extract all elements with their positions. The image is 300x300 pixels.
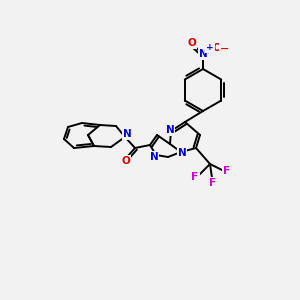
Text: −: − bbox=[220, 44, 230, 54]
Text: N: N bbox=[123, 129, 131, 139]
Text: N: N bbox=[166, 125, 174, 135]
Text: F: F bbox=[209, 178, 217, 188]
Text: F: F bbox=[191, 172, 199, 182]
Text: N: N bbox=[178, 148, 186, 158]
Text: +: + bbox=[206, 44, 214, 52]
Text: O: O bbox=[188, 38, 196, 48]
Text: N: N bbox=[199, 49, 207, 59]
Text: N: N bbox=[150, 152, 158, 162]
Text: O: O bbox=[122, 156, 130, 166]
Text: F: F bbox=[224, 166, 231, 176]
Text: O: O bbox=[213, 43, 221, 53]
